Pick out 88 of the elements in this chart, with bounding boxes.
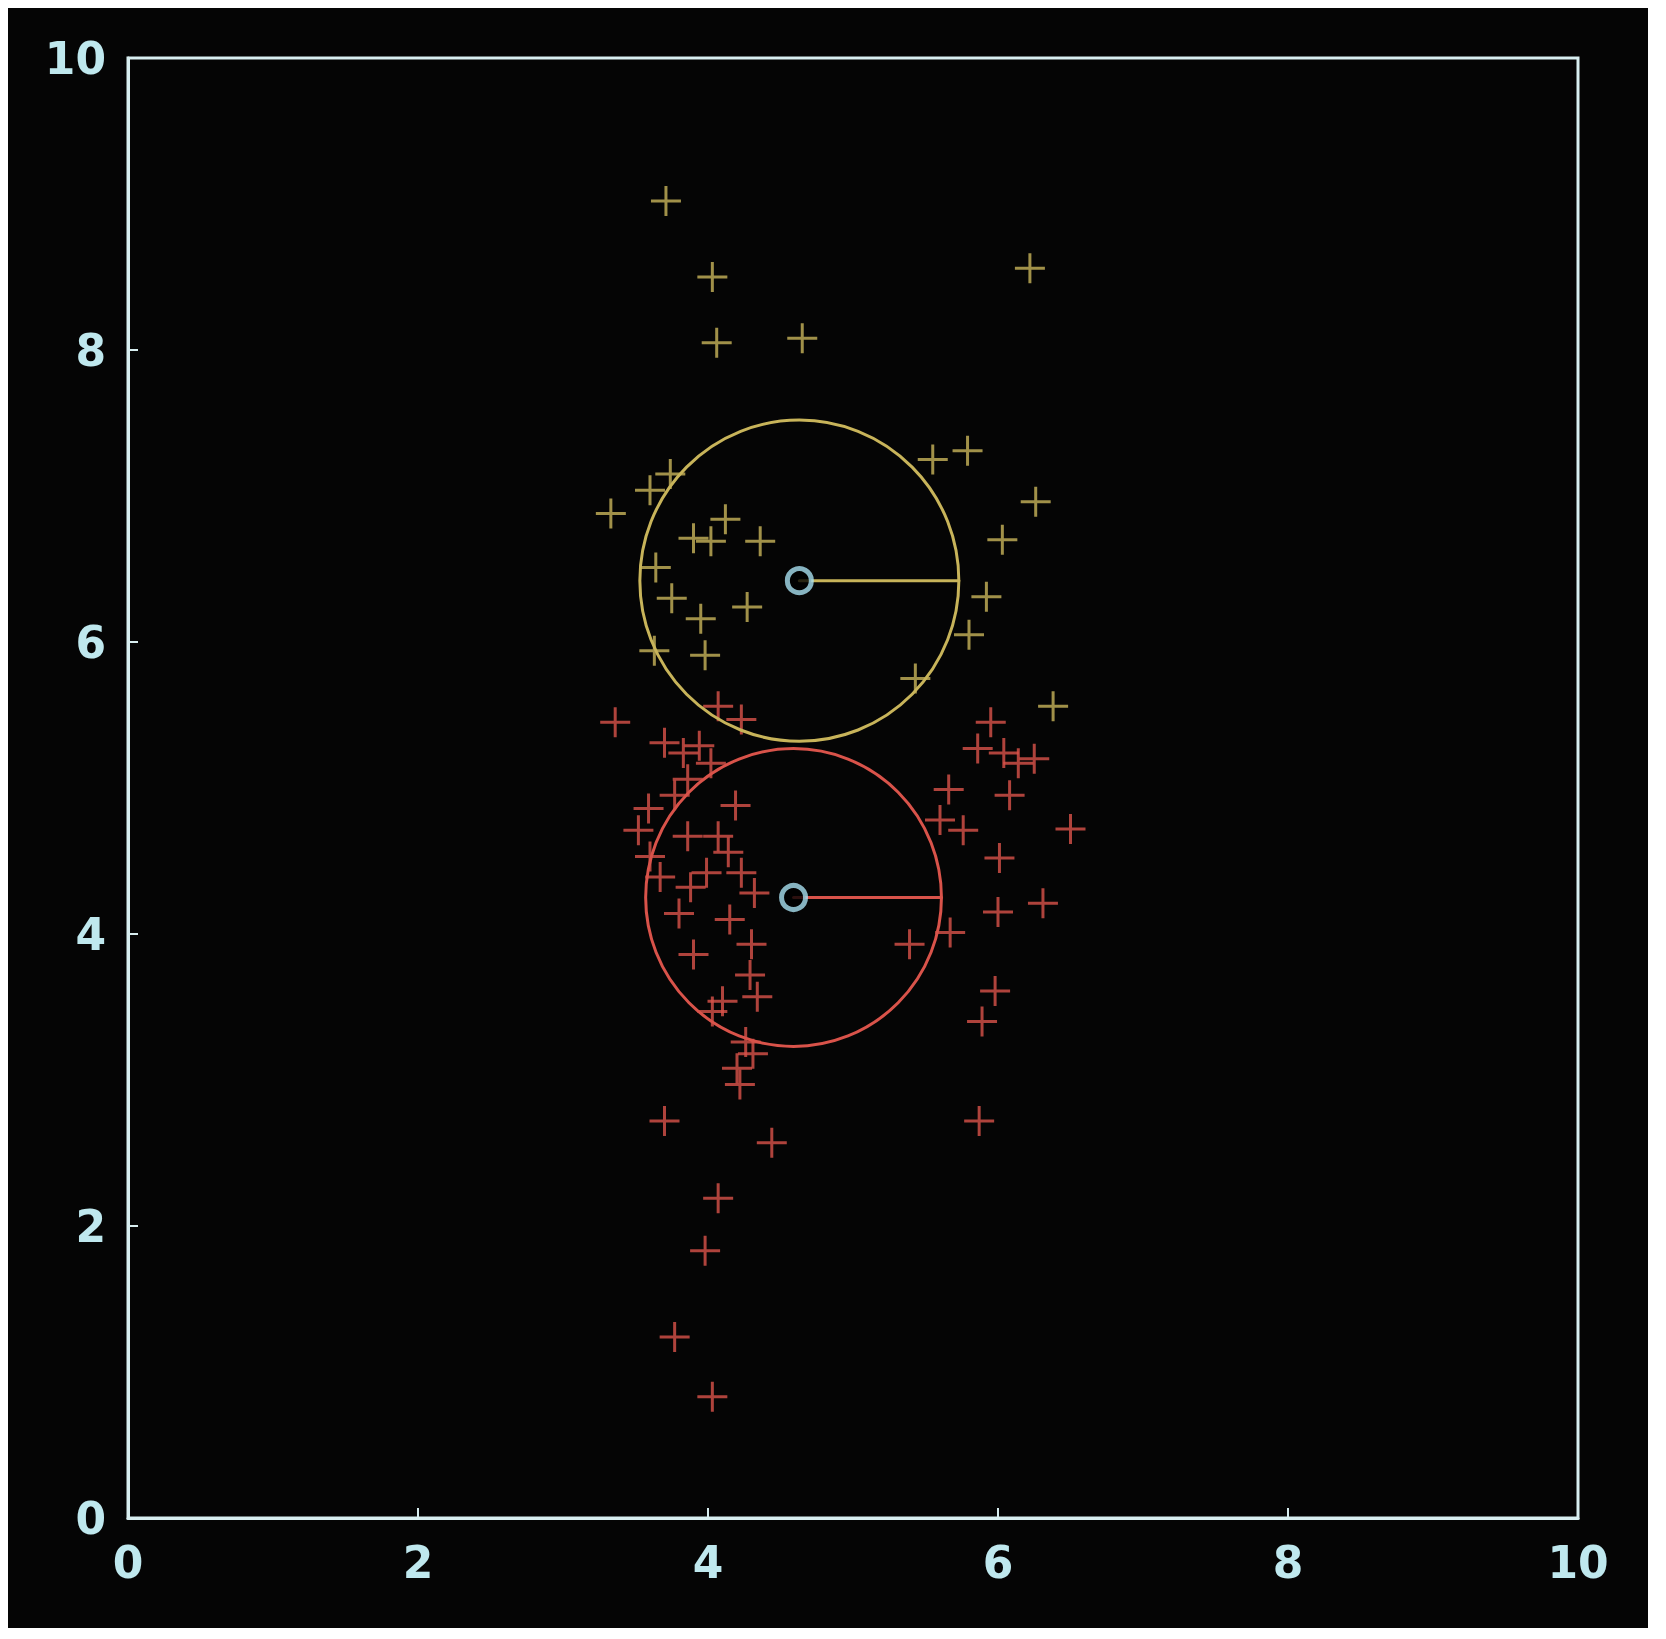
point <box>695 526 726 557</box>
point <box>756 1127 787 1158</box>
point <box>659 1321 690 1352</box>
point <box>1020 486 1051 517</box>
point <box>917 444 948 475</box>
point <box>724 1069 755 1100</box>
point <box>994 780 1025 811</box>
point <box>685 603 716 634</box>
point <box>925 805 955 836</box>
y-tick-label: 0 <box>75 1492 106 1544</box>
point <box>672 764 703 795</box>
point <box>650 186 681 217</box>
point <box>948 815 979 846</box>
point <box>633 793 664 824</box>
point <box>964 1105 995 1136</box>
point <box>697 262 728 292</box>
point <box>713 837 744 868</box>
point <box>894 929 925 960</box>
point <box>678 523 709 554</box>
point <box>695 748 726 779</box>
point <box>984 843 1015 874</box>
x-tick-label: 6 <box>982 1536 1014 1588</box>
point <box>600 707 631 738</box>
y-tick-label: 4 <box>75 908 106 960</box>
point <box>672 821 703 852</box>
point <box>745 526 776 557</box>
point <box>690 1235 721 1266</box>
point <box>739 878 770 909</box>
point <box>935 917 966 948</box>
point <box>1038 691 1069 722</box>
point <box>703 691 734 722</box>
point <box>595 498 626 529</box>
x-tick-label: 4 <box>692 1536 724 1588</box>
point <box>975 707 1006 738</box>
x-tick-label: 0 <box>112 1536 144 1588</box>
y-tick-label: 2 <box>75 1200 106 1252</box>
point <box>732 591 763 622</box>
point <box>1019 743 1050 774</box>
point <box>742 981 773 1012</box>
point <box>735 959 766 990</box>
point <box>967 1006 998 1037</box>
point <box>645 862 676 893</box>
point <box>971 581 1002 612</box>
point <box>675 872 706 903</box>
point <box>703 821 734 852</box>
point <box>668 737 699 768</box>
point <box>726 857 757 888</box>
x-tick-label: 10 <box>1547 1536 1609 1588</box>
point <box>656 583 687 614</box>
point <box>701 327 732 358</box>
point <box>703 1183 734 1214</box>
point <box>779 883 809 912</box>
point <box>952 435 983 466</box>
point <box>649 1105 680 1136</box>
point <box>710 504 741 535</box>
point <box>784 566 814 596</box>
point <box>678 939 709 970</box>
point <box>933 774 964 805</box>
point <box>691 857 722 888</box>
point <box>962 733 993 764</box>
x-tick-label: 2 <box>402 1536 434 1588</box>
y-tick-label: 8 <box>75 324 106 376</box>
point <box>664 898 694 929</box>
point <box>1027 888 1058 919</box>
point <box>988 737 1019 768</box>
point <box>640 552 671 583</box>
point <box>787 323 818 354</box>
point <box>720 790 751 821</box>
point <box>697 1381 728 1412</box>
point <box>954 619 984 650</box>
point <box>684 730 715 761</box>
point <box>635 475 665 506</box>
point <box>623 815 654 846</box>
x-tick-label: 8 <box>1272 1536 1304 1588</box>
point <box>1055 813 1086 844</box>
point <box>714 904 745 935</box>
point <box>736 929 767 960</box>
point <box>722 1053 752 1084</box>
point <box>649 727 680 758</box>
point <box>1003 748 1034 779</box>
point <box>983 897 1013 928</box>
point <box>980 975 1011 1006</box>
point <box>987 524 1018 555</box>
point <box>726 704 757 735</box>
point <box>690 640 721 671</box>
y-tick-label: 10 <box>44 32 106 84</box>
point <box>1014 253 1045 284</box>
y-tick-label: 6 <box>75 616 106 668</box>
